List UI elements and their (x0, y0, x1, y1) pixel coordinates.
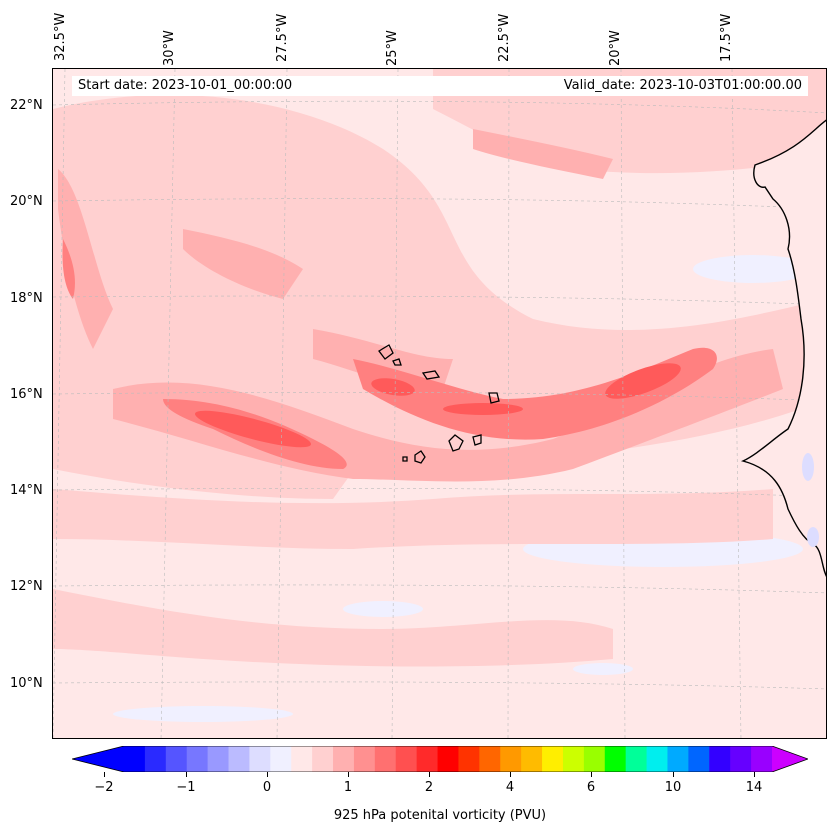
lat-label-20n: 20°N (10, 194, 43, 209)
colorbar (72, 746, 808, 772)
colorbar-segments (124, 746, 773, 772)
colorbar-segment (562, 746, 585, 772)
colorbar-segment (730, 746, 752, 772)
lon-label-25w: 25°W (385, 30, 400, 66)
lon-label-32-5w: 32.5°W (53, 12, 68, 61)
lat-label-10n: 10°N (10, 676, 43, 691)
lat-label-22n: 22°N (10, 98, 43, 113)
colorbar-extend-high (772, 746, 808, 772)
colorbar-segment (751, 746, 773, 772)
colorbar-segment (479, 746, 501, 772)
colorbar-segment (207, 746, 230, 772)
colorbar-segment (688, 746, 710, 772)
cape-verde-islands (378, 344, 500, 464)
colorbar-tick: 0 (262, 780, 272, 795)
colorbar-tick: 2 (424, 780, 434, 795)
lat-label-18n: 18°N (10, 291, 43, 306)
coastal-low-pv (802, 453, 819, 547)
lon-label-30w: 30°W (162, 30, 177, 66)
colorbar-segment (500, 746, 522, 772)
date-info-box: Start date: 2023-10-01_00:00:00 Valid_da… (72, 76, 808, 96)
colorbar-segment (270, 746, 292, 772)
colorbar-tick: −2 (94, 780, 114, 795)
colorbar-tick: 10 (664, 780, 682, 795)
valid-date-label: Valid_date: 2023-10-03T01:00:00.00 (563, 78, 802, 93)
colorbar-segment (312, 746, 334, 772)
colorbar-segment (583, 746, 606, 772)
colorbar-segment (291, 746, 313, 772)
start-date-label: Start date: 2023-10-01_00:00:00 (78, 78, 293, 93)
pv-level-4 (194, 363, 681, 448)
colorbar-segment (646, 746, 668, 772)
lat-label-12n: 12°N (10, 579, 43, 594)
colorbar-tick: 1 (343, 780, 353, 795)
lat-label-16n: 16°N (10, 387, 43, 402)
lon-label-17-5w: 17.5°W (719, 13, 734, 62)
colorbar-segment (667, 746, 689, 772)
colorbar-segment (542, 746, 564, 772)
colorbar-segment (374, 746, 397, 772)
colorbar-segment (709, 746, 731, 772)
colorbar-segment (333, 746, 355, 772)
colorbar-segment (521, 746, 543, 772)
lon-label-22-5w: 22.5°W (497, 13, 512, 62)
colorbar-segment (604, 746, 627, 772)
lon-label-20w: 20°W (608, 30, 623, 66)
pv-field (53, 69, 826, 738)
lat-label-14n: 14°N (10, 483, 43, 498)
colorbar-extend-low (72, 746, 124, 772)
colorbar-tick: 6 (586, 780, 596, 795)
colorbar-segment (437, 746, 459, 772)
lon-label-27-5w: 27.5°W (275, 13, 290, 62)
map-panel[interactable] (52, 68, 827, 739)
colorbar-segment (353, 746, 376, 772)
colorbar-segment (249, 746, 271, 772)
colorbar-label: 925 hPa potenital vorticity (PVU) (333, 808, 547, 823)
colorbar-tick: 14 (745, 780, 763, 795)
colorbar-segment (228, 746, 250, 772)
colorbar-segment (416, 746, 439, 772)
colorbar-segment (165, 746, 188, 772)
colorbar-segment (186, 746, 209, 772)
colorbar-tick: 4 (505, 780, 515, 795)
colorbar-segment (395, 746, 418, 772)
colorbar-segment (458, 746, 480, 772)
colorbar-segment (144, 746, 167, 772)
graticule (53, 69, 826, 738)
colorbar-segment (625, 746, 648, 772)
colorbar-tick: −1 (176, 780, 196, 795)
colorbar-segment (124, 746, 146, 772)
